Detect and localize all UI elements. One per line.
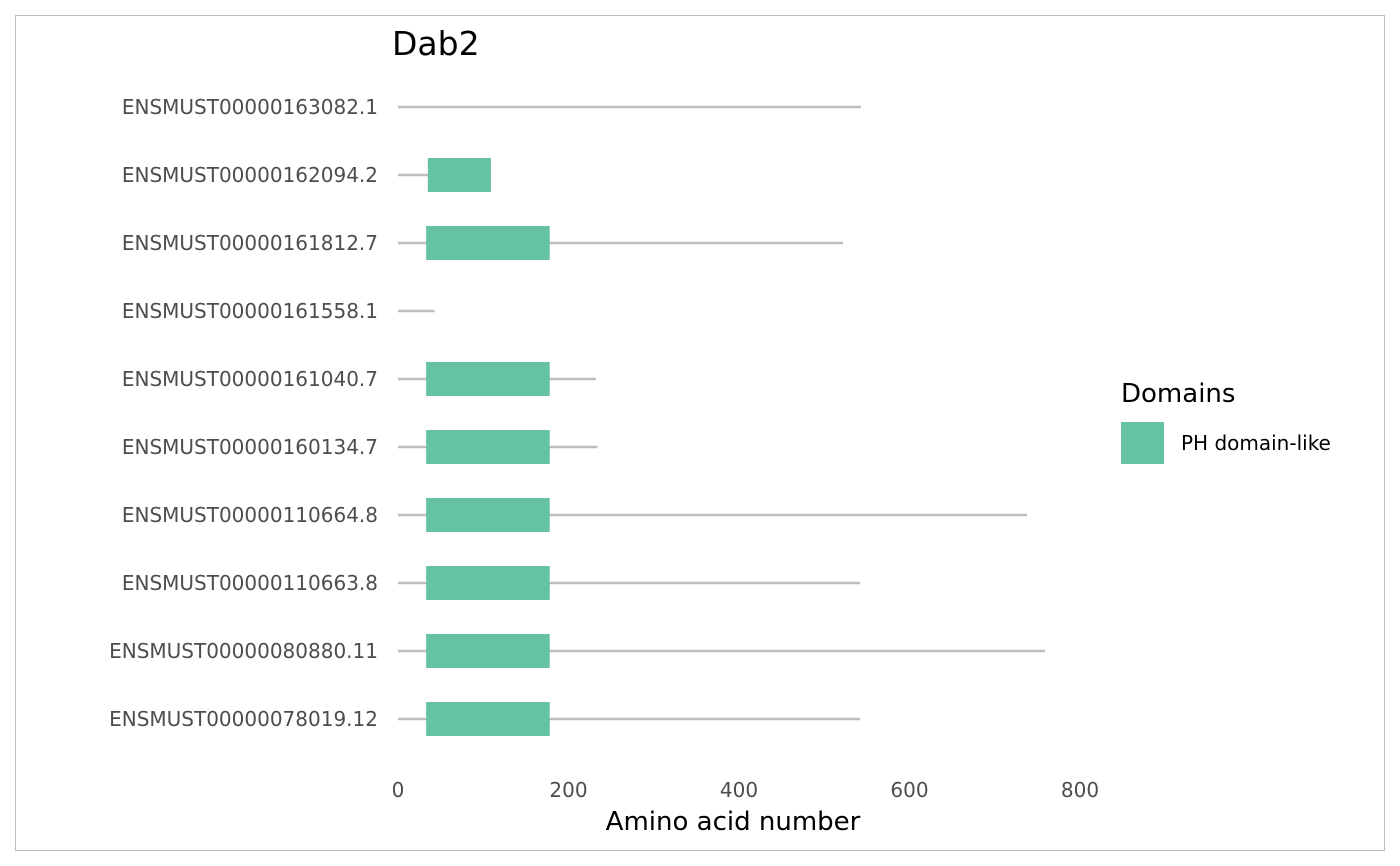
transcript-label: ENSMUST00000162094.2 [122, 163, 378, 187]
x-axis-ticks: 0 200 400 600 800 [392, 778, 1099, 802]
x-tick-label: 800 [1061, 778, 1099, 802]
transcript-row: ENSMUST00000160134.7 [122, 430, 598, 464]
legend-title: Domains [1121, 379, 1235, 409]
transcript-row: ENSMUST00000162094.2 [122, 158, 491, 192]
legend-entries: PH domain-like [1121, 422, 1331, 464]
domain-bar [427, 158, 491, 192]
domain-bar [426, 362, 550, 396]
domain-bar [426, 634, 550, 668]
transcript-row: ENSMUST00000110663.8 [122, 566, 861, 600]
transcript-label: ENSMUST00000161040.7 [122, 367, 378, 391]
transcript-row: ENSMUST00000080880.11 [109, 634, 1046, 668]
x-axis-title: Amino acid number [606, 807, 861, 837]
transcript-row: ENSMUST00000161040.7 [122, 362, 596, 396]
domain-bar [426, 566, 550, 600]
domain-bar [426, 498, 550, 532]
transcript-label: ENSMUST00000110664.8 [122, 503, 378, 527]
chart-title: Dab2 [392, 24, 480, 63]
transcript-label: ENSMUST00000161812.7 [122, 231, 378, 255]
transcript-label: ENSMUST00000163082.1 [122, 95, 378, 119]
domain-bar [426, 430, 550, 464]
transcript-row: ENSMUST00000161812.7 [122, 226, 844, 260]
transcript-label: ENSMUST00000078019.12 [109, 707, 378, 731]
transcript-row: ENSMUST00000163082.1 [122, 95, 861, 119]
x-tick-label: 400 [720, 778, 758, 802]
x-tick-label: 0 [392, 778, 405, 802]
transcript-label: ENSMUST00000110663.8 [122, 571, 378, 595]
transcript-row: ENSMUST00000110664.8 [122, 498, 1028, 532]
x-tick-label: 600 [890, 778, 928, 802]
legend-label: PH domain-like [1181, 431, 1331, 455]
transcript-rows: ENSMUST00000163082.1 ENSMUST00000162094.2… [109, 95, 1046, 736]
legend-swatch [1121, 422, 1164, 464]
transcript-row: ENSMUST00000161558.1 [122, 299, 435, 323]
domain-bar [426, 702, 550, 736]
transcript-label: ENSMUST00000080880.11 [109, 639, 378, 663]
transcript-row: ENSMUST00000078019.12 [109, 702, 861, 736]
legend: Domains PH domain-like [1121, 379, 1331, 464]
domain-bar [426, 226, 550, 260]
transcript-label: ENSMUST00000161558.1 [122, 299, 378, 323]
x-tick-label: 200 [549, 778, 587, 802]
transcript-label: ENSMUST00000160134.7 [122, 435, 378, 459]
